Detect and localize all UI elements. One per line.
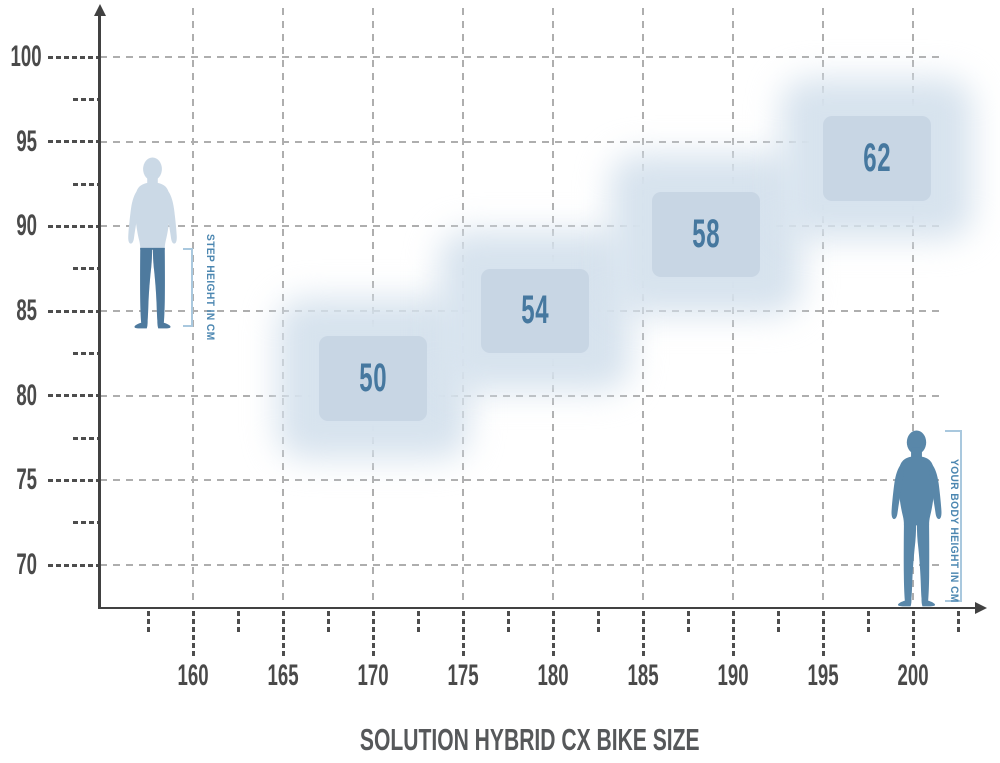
size-number-54: 54 [521, 288, 549, 333]
x-axis-major-tick [191, 611, 195, 659]
step-height-bracket [183, 248, 193, 327]
y-axis-tick-label: 100 [0, 41, 53, 73]
y-axis-major-tick [48, 394, 98, 398]
x-axis-tick-label: 170 [338, 660, 408, 692]
grid-line-horizontal [100, 140, 943, 143]
y-axis-major-tick [48, 478, 98, 482]
x-axis-minor-tick [596, 611, 600, 635]
x-axis-tick-label-text: 175 [447, 659, 479, 692]
y-axis-tick-label-text: 80 [16, 378, 37, 412]
body-height-bracket [945, 430, 962, 602]
x-axis-major-tick [551, 611, 555, 659]
size-number-50: 50 [359, 356, 387, 401]
x-axis-minor-tick [956, 611, 960, 635]
x-axis-tick-label-text: 180 [537, 659, 569, 692]
y-axis-tick-label: 75 [0, 464, 53, 496]
size-box-58: 58 [652, 192, 760, 278]
x-axis-tick-label-text: 160 [177, 659, 209, 692]
grid-line-horizontal [100, 225, 943, 228]
x-axis-major-tick [731, 611, 735, 659]
x-axis-tick-label: 200 [878, 660, 948, 692]
x-axis-line [98, 606, 978, 609]
x-axis-tick-label: 180 [518, 660, 588, 692]
x-axis-tick-label-text: 195 [807, 659, 839, 692]
grid-line-horizontal [100, 394, 943, 397]
y-axis-tick-label: 85 [0, 295, 53, 327]
size-box-62: 62 [823, 116, 931, 201]
y-axis-tick-label-text: 100 [10, 40, 43, 73]
y-axis-minor-tick [73, 97, 98, 101]
y-axis-major-tick [48, 563, 98, 567]
x-axis-major-tick [641, 611, 645, 659]
x-axis-tick-label: 185 [608, 660, 678, 692]
y-axis-minor-tick [73, 267, 98, 271]
x-axis-tick-label-text: 190 [717, 659, 749, 692]
y-axis-tick-label: 95 [0, 124, 53, 158]
x-axis-minor-tick [326, 611, 330, 635]
body-height-axis-label: YOUR BODY HEIGHT IN CM [948, 459, 960, 603]
x-axis-tick-label: 160 [158, 660, 228, 692]
y-axis-tick-label-text: 70 [16, 548, 37, 581]
y-axis-minor-tick [73, 182, 98, 186]
size-number-58: 58 [692, 212, 720, 257]
y-axis-major-tick [48, 140, 98, 144]
x-axis-major-tick [911, 611, 915, 659]
size-box-50: 50 [319, 336, 427, 422]
y-axis-tick-label: 80 [0, 378, 53, 412]
grid-line-horizontal [100, 56, 943, 58]
x-axis-major-tick [281, 611, 285, 659]
x-axis-major-tick [821, 611, 825, 659]
step-height-axis-label: STEP HEIGHT IN CM [204, 234, 216, 341]
x-axis-tick-label: 165 [248, 660, 318, 692]
y-axis-arrow-icon [93, 4, 106, 16]
y-axis-tick-label-text: 75 [16, 463, 37, 497]
grid-line-vertical [912, 8, 914, 606]
chart-title-text: SOLUTION HYBRID CX BIKE SIZE [360, 722, 700, 757]
grid-line-vertical [192, 8, 194, 606]
y-axis-tick-label: 90 [0, 210, 53, 242]
y-axis-tick-label-text: 85 [16, 294, 37, 327]
x-axis-tick-label: 175 [428, 660, 498, 692]
chart-title: SOLUTION HYBRID CX BIKE SIZE [60, 722, 1000, 758]
x-axis-tick-label-text: 185 [627, 659, 659, 692]
x-axis-tick-label-text: 165 [267, 659, 299, 692]
x-axis-minor-tick [866, 611, 870, 635]
y-axis-minor-tick [73, 521, 98, 525]
x-axis-arrow-icon [975, 601, 987, 614]
x-axis-minor-tick [146, 611, 150, 635]
x-axis-minor-tick [776, 611, 780, 635]
x-axis-minor-tick [416, 611, 420, 635]
x-axis-major-tick [461, 611, 465, 659]
size-box-54: 54 [481, 268, 589, 354]
y-axis-tick-label: 70 [0, 549, 53, 581]
y-axis-tick-label-text: 95 [16, 124, 37, 158]
y-axis-line [98, 12, 101, 607]
grid-line-horizontal [100, 564, 943, 566]
x-axis-tick-label-text: 200 [897, 659, 929, 692]
x-axis-minor-tick [236, 611, 240, 635]
x-axis-minor-tick [506, 611, 510, 635]
y-axis-minor-tick [73, 436, 98, 440]
y-axis-major-tick [48, 224, 98, 228]
x-axis-minor-tick [686, 611, 690, 635]
x-axis-tick-label-text: 170 [357, 659, 389, 692]
size-number-62: 62 [863, 136, 891, 181]
grid-line-vertical [822, 8, 824, 606]
x-axis-tick-label: 195 [788, 660, 858, 692]
x-axis-tick-label: 190 [698, 660, 768, 692]
y-axis-minor-tick [73, 351, 98, 355]
grid-line-horizontal [100, 479, 943, 482]
y-axis-tick-label-text: 90 [16, 209, 37, 243]
y-axis-major-tick [48, 309, 98, 313]
y-axis-major-tick [48, 55, 98, 59]
x-axis-major-tick [371, 611, 375, 659]
